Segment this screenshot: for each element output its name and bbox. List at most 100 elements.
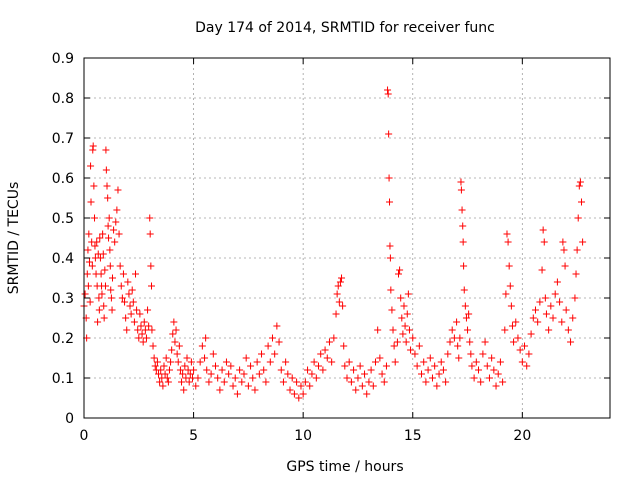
data-point bbox=[468, 362, 476, 370]
data-point bbox=[384, 90, 392, 98]
data-point bbox=[455, 354, 463, 362]
data-point bbox=[354, 374, 362, 382]
data-point bbox=[268, 334, 276, 342]
data-point bbox=[157, 366, 165, 374]
data-point bbox=[132, 270, 140, 278]
data-point bbox=[571, 294, 579, 302]
data-point bbox=[422, 378, 430, 386]
data-point bbox=[560, 246, 568, 254]
data-point bbox=[467, 350, 475, 358]
data-point bbox=[400, 302, 408, 310]
y-tick-label: 0.3 bbox=[52, 291, 74, 307]
data-point bbox=[538, 266, 546, 274]
data-point bbox=[465, 310, 473, 318]
data-point bbox=[91, 214, 99, 222]
data-point bbox=[386, 254, 394, 262]
data-point bbox=[85, 258, 93, 266]
data-point bbox=[541, 294, 549, 302]
data-point bbox=[271, 350, 279, 358]
data-point bbox=[140, 318, 148, 326]
data-point bbox=[361, 370, 369, 378]
data-point bbox=[101, 282, 109, 290]
data-point bbox=[146, 214, 154, 222]
data-point bbox=[508, 322, 516, 330]
data-point bbox=[301, 378, 309, 386]
data-point bbox=[559, 238, 567, 246]
data-point bbox=[352, 386, 360, 394]
data-point bbox=[93, 238, 101, 246]
data-point bbox=[231, 374, 239, 382]
data-point bbox=[266, 358, 274, 366]
data-point bbox=[162, 354, 170, 362]
data-point bbox=[121, 298, 129, 306]
x-axis-label: GPS time / hours bbox=[286, 459, 403, 475]
data-point bbox=[534, 318, 542, 326]
data-point bbox=[146, 230, 154, 238]
data-point bbox=[99, 250, 107, 258]
data-point bbox=[390, 342, 398, 350]
data-point bbox=[573, 246, 581, 254]
data-point bbox=[148, 282, 156, 290]
data-point bbox=[431, 362, 439, 370]
data-point bbox=[403, 310, 411, 318]
data-point bbox=[448, 326, 456, 334]
data-point bbox=[397, 294, 405, 302]
data-point bbox=[117, 282, 125, 290]
data-point bbox=[205, 378, 213, 386]
data-point bbox=[181, 362, 189, 370]
data-point bbox=[107, 286, 115, 294]
data-point bbox=[312, 374, 320, 382]
data-point bbox=[115, 230, 123, 238]
data-point bbox=[116, 262, 124, 270]
data-point bbox=[87, 162, 95, 170]
data-point bbox=[424, 366, 432, 374]
data-point bbox=[345, 358, 353, 366]
data-point bbox=[516, 346, 524, 354]
data-point bbox=[549, 314, 557, 322]
data-point bbox=[521, 342, 529, 350]
data-point bbox=[310, 358, 318, 366]
data-point bbox=[315, 362, 323, 370]
data-point bbox=[391, 358, 399, 366]
data-point bbox=[376, 354, 384, 362]
data-point bbox=[295, 394, 303, 402]
data-point bbox=[505, 262, 513, 270]
y-tick-label: 0.1 bbox=[52, 371, 74, 387]
data-point bbox=[542, 310, 550, 318]
data-point bbox=[155, 370, 163, 378]
data-point bbox=[464, 326, 472, 334]
data-point bbox=[102, 166, 110, 174]
data-point bbox=[151, 362, 159, 370]
data-point bbox=[398, 314, 406, 322]
data-point bbox=[202, 334, 210, 342]
data-point bbox=[104, 222, 112, 230]
data-point bbox=[233, 390, 241, 398]
data-point bbox=[393, 338, 401, 346]
data-point bbox=[182, 374, 190, 382]
data-point bbox=[220, 378, 228, 386]
data-point bbox=[531, 306, 539, 314]
data-point bbox=[216, 386, 224, 394]
data-point bbox=[472, 358, 480, 366]
data-point bbox=[413, 362, 421, 370]
data-point bbox=[251, 386, 259, 394]
plot-frame bbox=[83, 57, 611, 419]
y-tick-label: 0.6 bbox=[52, 171, 74, 187]
data-point bbox=[545, 326, 553, 334]
data-point bbox=[409, 334, 417, 342]
data-point bbox=[139, 338, 147, 346]
data-point bbox=[141, 326, 149, 334]
data-point bbox=[385, 174, 393, 182]
data-point bbox=[572, 270, 580, 278]
data-point bbox=[371, 358, 379, 366]
data-point bbox=[503, 230, 511, 238]
data-point bbox=[308, 370, 316, 378]
data-point bbox=[186, 370, 194, 378]
data-point bbox=[399, 330, 407, 338]
data-point bbox=[574, 214, 582, 222]
data-point bbox=[273, 322, 281, 330]
data-point bbox=[153, 358, 161, 366]
data-point bbox=[358, 382, 366, 390]
data-point bbox=[209, 350, 217, 358]
data-point bbox=[374, 326, 382, 334]
